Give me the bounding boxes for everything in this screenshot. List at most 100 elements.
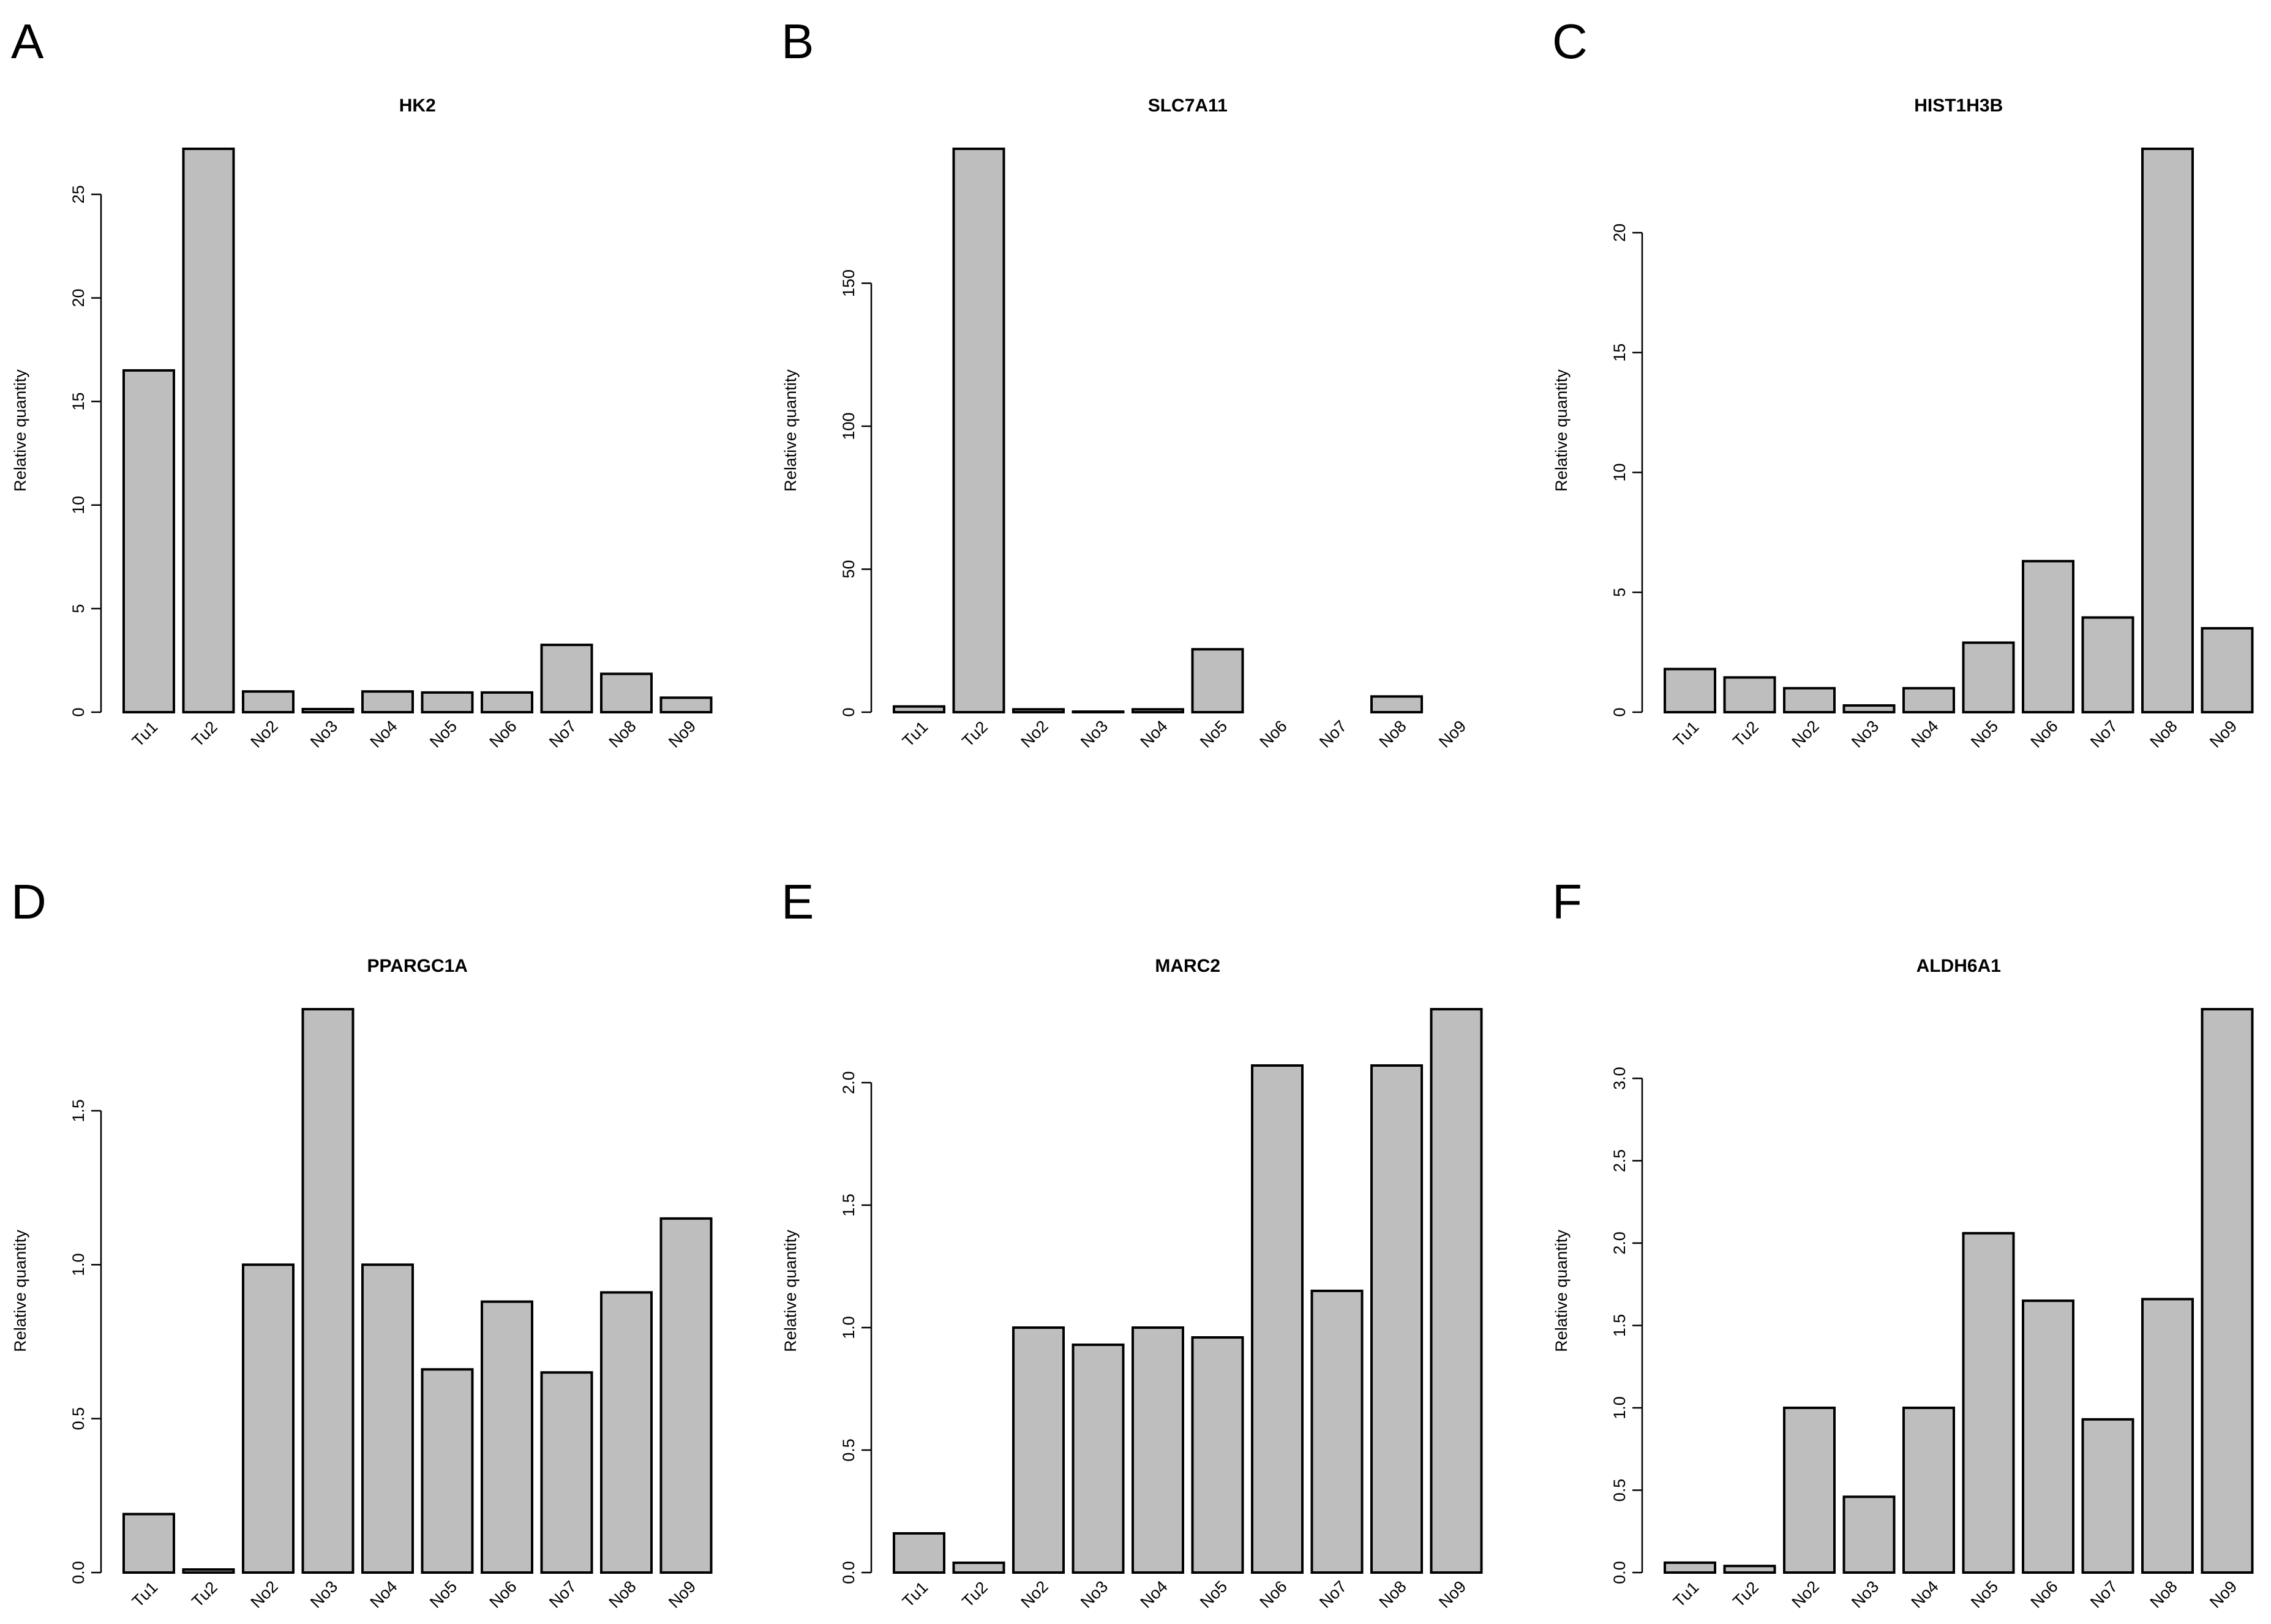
bar-tu1 [893,1532,945,1574]
y-tick-label: 0.0 [1610,1561,1629,1584]
y-tick-label: 0.0 [839,1561,858,1584]
bar-no8 [2141,148,2194,713]
y-tick-label: 2.5 [1610,1149,1629,1173]
bar-tu1 [122,369,175,713]
y-tick-label: 0 [839,707,858,716]
y-tick-label: 10 [69,496,88,514]
bar-tu2 [952,148,1005,713]
bar-no4 [1132,1326,1184,1574]
bar-no8 [600,672,653,714]
bar-no2 [1783,1406,1836,1574]
bar-no5 [421,1368,474,1574]
bar-no3 [301,707,355,714]
bar-no2 [1012,1326,1065,1574]
bar-no5 [421,691,474,714]
y-tick-label: 20 [1610,224,1629,242]
y-tick-label: 0.0 [69,1561,88,1584]
bar-no4 [361,690,414,714]
bar-no6 [1251,1064,1304,1574]
bar-tu2 [182,148,235,713]
bar-no6 [2022,560,2074,713]
chart-title: SLC7A11 [1148,96,1228,116]
y-tick-label: 3.0 [1610,1067,1629,1090]
chart-title: PPARGC1A [367,956,468,976]
y-tick-label: 0.5 [839,1438,858,1462]
panel-letter: E [781,874,814,929]
y-tick-label: 5 [69,604,88,613]
bar-no3 [1842,704,1896,714]
panel-letter: A [11,14,44,69]
bar-no3 [1842,1495,1896,1574]
y-axis-label: Relative quantity [11,369,29,492]
chart-title: ALDH6A1 [1916,956,2001,976]
bar-no2 [1012,708,1065,714]
y-axis-label: Relative quantity [1552,1230,1571,1352]
bar-no4 [1902,686,1955,714]
y-tick-label: 100 [839,412,858,440]
y-tick-label: 25 [69,185,88,203]
bar-no2 [1783,686,1836,714]
y-tick-label: 1.5 [839,1194,858,1217]
y-tick-label: 2.0 [839,1071,858,1094]
y-axis-label: Relative quantity [781,1230,800,1352]
y-axis-label: Relative quantity [1552,369,1571,492]
y-tick-label: 2.0 [1610,1231,1629,1255]
bar-no2 [242,1263,295,1574]
y-tick-label: 0.5 [69,1407,88,1430]
y-tick-label: 1.5 [69,1099,88,1122]
bar-no5 [1191,648,1244,714]
bar-no9 [1430,1008,1483,1574]
y-tick-label: 0 [1610,707,1629,716]
chart-panel-f: F ALDH6A1 Relative quantity 0.0 0.5 1.0 1.5 2.0… [1552,874,2254,1612]
y-tick-label: 10 [1610,463,1629,481]
y-tick-label: 0 [69,707,88,716]
bar-no7 [1310,1290,1364,1574]
bar-no4 [1902,1406,1955,1574]
bar-no9 [2201,1008,2254,1574]
chart-title: HK2 [399,96,436,116]
bar-no7 [540,1371,593,1574]
bar-no7 [2081,1418,2134,1574]
panel-letter: B [781,14,814,69]
bar-no4 [1132,708,1184,714]
y-tick-label: 0.5 [1610,1479,1629,1502]
panel-letter: D [11,874,47,929]
y-tick-label: 150 [839,269,858,297]
panel-letter: F [1552,874,1582,929]
bar-tu1 [122,1513,175,1574]
bar-no8 [2141,1298,2194,1574]
bar-no6 [481,691,533,714]
bar-no5 [1962,641,2015,714]
chart-title: MARC2 [1155,956,1220,976]
bar-tu2 [1723,1565,1776,1574]
y-tick-label: 1.0 [839,1316,858,1339]
bar-no6 [2022,1299,2074,1574]
bar-no9 [2201,626,2254,714]
y-tick-label: 20 [69,289,88,307]
bar-no8 [1370,695,1423,713]
bar-tu1 [1664,1561,1716,1574]
bar-no8 [1370,1064,1423,1574]
bar-tu1 [893,705,945,714]
bar-no4 [361,1263,414,1574]
y-tick-label: 1.5 [1610,1314,1629,1337]
bar-no7 [2081,616,2134,713]
bar-no5 [1191,1336,1244,1574]
bar-tu2 [952,1562,1005,1574]
y-axis-label: Relative quantity [11,1230,29,1352]
bar-tu2 [182,1568,235,1574]
y-axis-label: Relative quantity [781,369,800,492]
y-tick-label: 5 [1610,588,1629,597]
bar-no6 [481,1300,533,1574]
panel-letter: C [1552,14,1588,69]
bar-tu2 [1723,676,1776,713]
bar-tu1 [1664,667,1716,713]
y-tick-label: 1.0 [1610,1396,1629,1419]
bar-no7 [540,644,593,713]
y-tick-label: 15 [1610,344,1629,362]
bar-no9 [659,1217,713,1574]
y-tick-label: 15 [69,393,88,411]
bar-no5 [1962,1231,2015,1574]
